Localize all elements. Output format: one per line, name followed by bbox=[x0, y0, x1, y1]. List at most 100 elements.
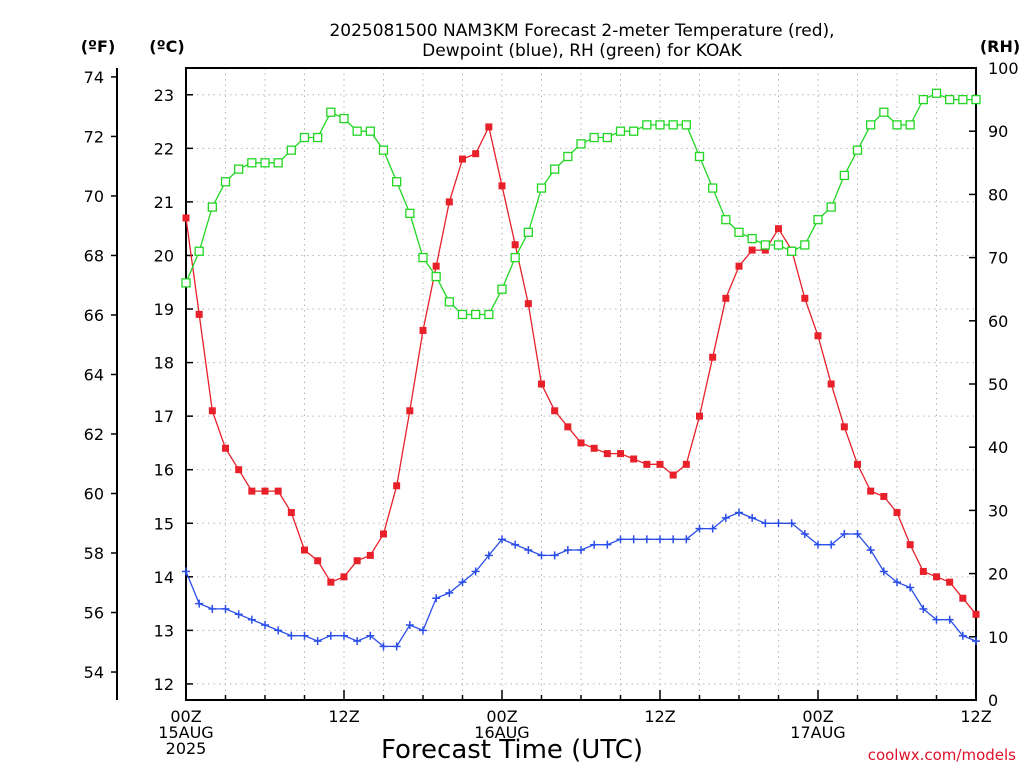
rh-point bbox=[721, 215, 731, 225]
celsius-tick-label: 12 bbox=[154, 675, 174, 694]
rh-axis-label: (RH) bbox=[980, 37, 1020, 56]
dewpoint-point bbox=[748, 513, 757, 522]
rh-tick-label: 90 bbox=[988, 122, 1008, 141]
temperature-point bbox=[366, 551, 374, 559]
dewpoint-point bbox=[642, 535, 651, 544]
celsius-tick-label: 14 bbox=[154, 568, 174, 587]
temperature-point bbox=[669, 471, 677, 479]
temperature-point bbox=[906, 541, 914, 549]
fahrenheit-tick-label: 56 bbox=[84, 604, 104, 623]
rh-point bbox=[457, 309, 468, 320]
rh-point bbox=[931, 88, 942, 98]
dewpoint-point bbox=[787, 519, 796, 528]
rh-point bbox=[918, 94, 928, 105]
celsius-tick-label: 20 bbox=[154, 246, 174, 265]
temperature-point bbox=[195, 310, 203, 318]
dewpoint-point bbox=[247, 615, 256, 624]
rh-point bbox=[431, 271, 441, 282]
temperature-point bbox=[972, 610, 980, 618]
series-rh bbox=[181, 88, 981, 320]
rh-point bbox=[286, 145, 296, 155]
credit-text: coolwx.com/models bbox=[868, 746, 1016, 764]
x-tick-label: 16AUG bbox=[474, 723, 529, 742]
temperature-point bbox=[709, 353, 717, 361]
rh-point bbox=[471, 309, 481, 320]
y-tick-labels: 12 13 14 15 16 17 18 19 20 21 22 23 54 56 58 60 62 64 66 68… bbox=[84, 59, 1019, 710]
temperature-point bbox=[301, 546, 308, 554]
celsius-tick-label: 19 bbox=[154, 300, 174, 319]
series-dewpoint bbox=[182, 508, 980, 651]
dewpoint-point bbox=[945, 615, 954, 624]
dewpoint-point bbox=[656, 535, 664, 544]
dewpoint-point bbox=[972, 637, 980, 646]
fahrenheit-tick-label: 64 bbox=[84, 365, 104, 384]
temperature-point bbox=[682, 460, 690, 468]
dewpoint-point bbox=[392, 642, 401, 651]
temperature-point bbox=[314, 557, 322, 565]
temperature-point bbox=[208, 407, 216, 415]
dewpoint-point bbox=[261, 621, 269, 630]
dewpoint-point bbox=[603, 540, 612, 549]
x-tick-label: 12Z bbox=[328, 707, 359, 726]
dewpoint-point bbox=[761, 519, 770, 528]
rh-tick-label: 30 bbox=[988, 501, 1008, 520]
dewpoint-point bbox=[313, 637, 322, 646]
celsius-tick-label: 21 bbox=[154, 193, 174, 212]
celsius-axis-label: (ºC) bbox=[149, 37, 184, 56]
temperature-point bbox=[248, 487, 256, 495]
temperature-point bbox=[472, 150, 480, 158]
dewpoint-point bbox=[840, 529, 849, 538]
rh-point bbox=[852, 145, 863, 155]
dewpoint-point bbox=[735, 508, 743, 517]
rh-point bbox=[971, 94, 981, 105]
rh-point bbox=[787, 246, 797, 256]
dewpoint-point bbox=[326, 631, 335, 640]
rh-point bbox=[668, 120, 678, 130]
temperature-point bbox=[814, 332, 822, 340]
rh-point bbox=[326, 107, 336, 117]
dewpoint-point bbox=[182, 567, 190, 576]
temperature-point bbox=[485, 123, 493, 131]
rh-point bbox=[892, 120, 902, 130]
fahrenheit-tick-label: 72 bbox=[84, 127, 104, 146]
rh-point bbox=[681, 120, 691, 130]
rh-point bbox=[642, 120, 652, 130]
rh-point bbox=[497, 284, 507, 294]
temperature-point bbox=[748, 246, 756, 254]
temperature-point bbox=[761, 246, 769, 254]
fahrenheit-axis-label: (ºF) bbox=[81, 37, 116, 56]
rh-point bbox=[747, 233, 757, 244]
dewpoint-point bbox=[511, 540, 520, 549]
dewpoint-point bbox=[866, 546, 875, 555]
temperature-point bbox=[854, 460, 861, 468]
dewpoint-point bbox=[366, 631, 375, 640]
rh-point bbox=[773, 240, 784, 250]
rh-point bbox=[444, 297, 454, 307]
rh-point bbox=[378, 145, 389, 155]
temperature-point bbox=[827, 380, 835, 388]
rh-point bbox=[734, 227, 744, 237]
temperature-point bbox=[577, 439, 585, 447]
rh-point bbox=[629, 126, 639, 136]
grid-lines bbox=[186, 68, 976, 700]
rh-point bbox=[484, 309, 494, 320]
temperature-point bbox=[327, 578, 335, 586]
rh-point bbox=[181, 278, 191, 288]
rh-tick-label: 80 bbox=[988, 185, 1008, 204]
dewpoint-point bbox=[537, 551, 546, 560]
rh-point bbox=[365, 126, 375, 136]
temperature-point bbox=[590, 444, 598, 452]
dewpoint-point bbox=[498, 535, 506, 544]
rh-tick-label: 40 bbox=[988, 438, 1008, 457]
dewpoint-point bbox=[445, 588, 454, 597]
dewpoint-point bbox=[208, 604, 217, 613]
rh-point bbox=[839, 170, 849, 181]
rh-point bbox=[563, 151, 573, 162]
dewpoint-point bbox=[814, 540, 822, 549]
rh-point bbox=[523, 227, 533, 237]
dewpoint-point bbox=[616, 535, 625, 544]
rh-point bbox=[536, 183, 547, 193]
rh-point bbox=[550, 164, 560, 174]
rh-tick-label: 70 bbox=[988, 249, 1008, 268]
